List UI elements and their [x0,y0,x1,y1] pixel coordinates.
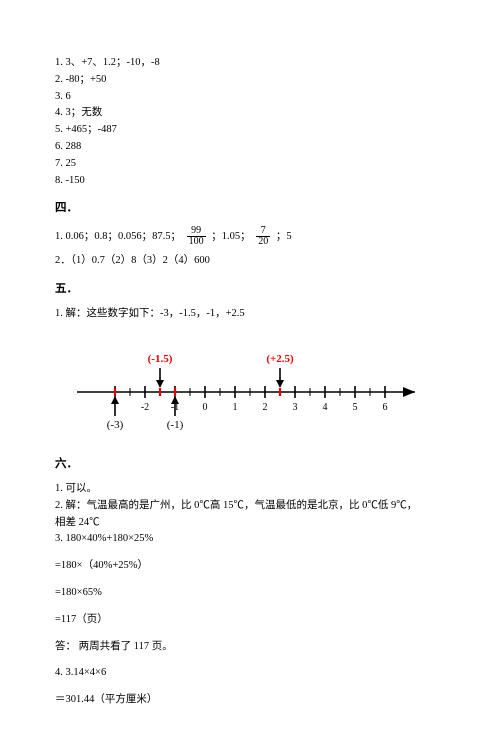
number-line-svg: -2-10123456(-1.5)(+2.5)(-3)(-1) [55,337,435,432]
top-item-3: 3. 6 [55,89,445,106]
svg-text:6: 6 [383,402,388,413]
s6-line-6: =117（页） [55,612,445,629]
top-item-4: 4. 3；无数 [55,105,445,122]
svg-text:5: 5 [353,402,358,413]
frac2-den: 20 [256,237,270,247]
svg-text:(-1.5): (-1.5) [148,353,173,365]
s6-line-7: 答： 两周共看了 117 页。 [55,639,445,656]
s6-line-4: =180×（40%+25%） [55,558,445,575]
s6-line-8: 4. 3.14×4×6 [55,665,445,682]
top-item-8: 8. -150 [55,173,445,190]
svg-text:(-3): (-3) [107,419,124,431]
s6-line-2: 相差 24℃ [55,515,445,532]
s6-line-5: =180×65% [55,585,445,602]
svg-text:3: 3 [293,402,298,413]
s4l1-seg2: ；1.05； [211,231,250,242]
section4-line1: 1. 0.06；0.8；0.056；87.5； 99 100 ；1.05； 7 … [55,226,445,247]
svg-text:0: 0 [203,402,208,413]
section4-line2: 2．（1）0.7（2）8（3）2（4）600 [55,253,445,270]
top-item-6: 6. 288 [55,139,445,156]
svg-text:1: 1 [233,402,238,413]
s4l1-seg3: ；5 [276,231,292,242]
frac1-den: 100 [187,237,206,247]
s6-line-9: ＝301.44（平方厘米） [55,692,445,709]
s6-line-0: 1. 可以。 [55,481,445,498]
s6-line-1: 2. 解：气温最高的是广州，比 0℃高 15℃，气温最低的是北京，比 0℃低 9… [55,498,445,515]
top-item-1: 1. 3、+7、1.2；-10，-8 [55,55,445,72]
svg-text:2: 2 [263,402,268,413]
fraction-99-100: 99 100 [187,226,206,247]
top-item-7: 7. 25 [55,156,445,173]
heading-four: 四． [55,199,445,217]
s6-line-3: 3. 180×40%+180×25% [55,531,445,548]
svg-text:-2: -2 [141,402,149,413]
heading-five: 五． [55,280,445,298]
section5-line1: 1. 解：这些数字如下：-3，-1.5，-1，+2.5 [55,306,445,323]
heading-six: 六． [55,455,445,473]
top-item-5: 5. +465；-487 [55,122,445,139]
svg-text:(+2.5): (+2.5) [266,353,294,365]
svg-text:4: 4 [323,402,328,413]
svg-text:(-1): (-1) [167,419,184,431]
fraction-7-20: 7 20 [256,226,270,247]
s4l1-seg1: 1. 0.06；0.8；0.056；87.5； [55,231,181,242]
top-item-2: 2. -80；+50 [55,72,445,89]
number-line-figure: -2-10123456(-1.5)(+2.5)(-3)(-1) [55,337,445,439]
